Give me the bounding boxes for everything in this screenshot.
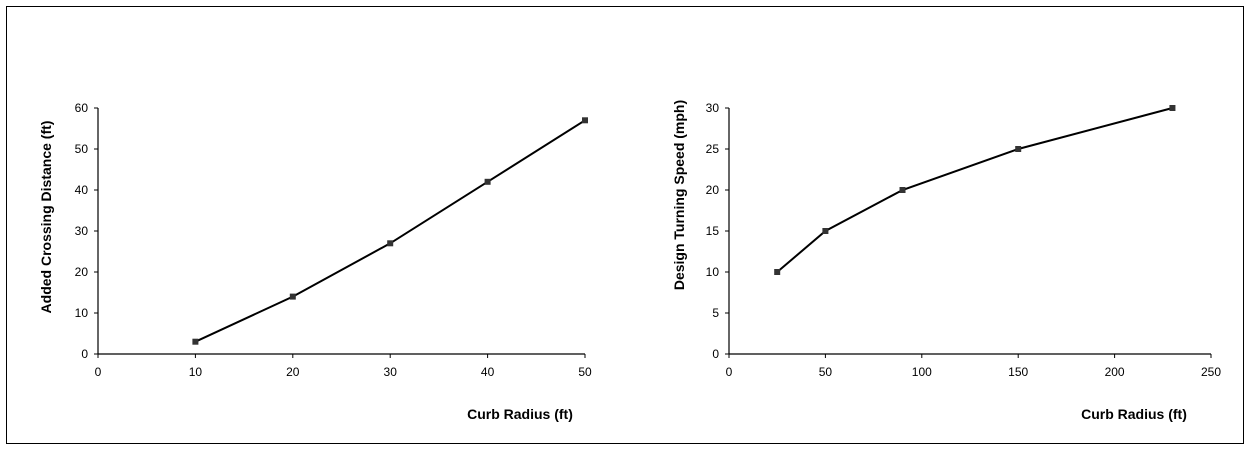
y-tick-label: 20 bbox=[75, 265, 89, 279]
y-tick-label: 20 bbox=[706, 183, 720, 197]
data-point-marker bbox=[192, 338, 199, 345]
y-tick-label: 0 bbox=[712, 347, 719, 361]
y-tick-label: 5 bbox=[712, 306, 719, 320]
x-axis-title: Curb Radius (ft) bbox=[467, 406, 573, 422]
y-tick-label: 30 bbox=[75, 224, 89, 238]
data-point-marker bbox=[484, 178, 491, 185]
data-point-marker bbox=[289, 293, 296, 300]
y-tick-label: 10 bbox=[706, 265, 720, 279]
data-point-marker bbox=[1015, 146, 1022, 152]
y-tick-label: 10 bbox=[75, 306, 89, 320]
y-tick-label: 15 bbox=[706, 224, 720, 238]
series-line bbox=[776, 107, 1173, 273]
y-tick-label: 30 bbox=[706, 101, 720, 115]
x-axis-title: Curb Radius (ft) bbox=[1081, 406, 1187, 422]
right-chart: 0 5 10 15 20 25 30 0 50 100 150 200 250 Curb Radius (… bbox=[671, 100, 1221, 422]
data-point-marker bbox=[774, 269, 781, 275]
x-tick-label: 250 bbox=[1201, 365, 1221, 379]
y-axis-title: Added Crossing Distance (ft) bbox=[38, 121, 54, 314]
x-tick-label: 150 bbox=[1008, 365, 1028, 379]
x-tick-label: 40 bbox=[481, 365, 495, 379]
x-tick-label: 10 bbox=[189, 365, 203, 379]
x-tick-label: 50 bbox=[819, 365, 833, 379]
x-tick-label: 50 bbox=[578, 365, 592, 379]
data-point-marker bbox=[582, 117, 588, 124]
y-tick-label: 60 bbox=[75, 101, 89, 115]
x-tick-label: 0 bbox=[726, 365, 733, 379]
data-point-marker bbox=[1169, 105, 1176, 111]
x-tick-label: 20 bbox=[286, 365, 300, 379]
y-tick-label: 40 bbox=[75, 183, 89, 197]
y-axis-title: Design Turning Speed (mph) bbox=[671, 100, 687, 290]
x-tick-label: 100 bbox=[912, 365, 932, 379]
x-tick-label: 200 bbox=[1105, 365, 1125, 379]
x-tick-label: 30 bbox=[384, 365, 398, 379]
x-tick-label: 0 bbox=[95, 365, 102, 379]
figure-frame bbox=[6, 6, 1244, 444]
data-point-marker bbox=[822, 228, 829, 234]
data-point-marker bbox=[899, 187, 906, 193]
data-point-marker bbox=[387, 240, 394, 247]
y-tick-label: 25 bbox=[706, 142, 720, 156]
left-chart: 0 10 20 30 40 50 60 0 10 20 30 40 50 Curb Radius (ft)… bbox=[38, 101, 592, 422]
series-line bbox=[194, 119, 586, 343]
y-tick-label: 0 bbox=[81, 347, 88, 361]
y-tick-label: 50 bbox=[75, 142, 89, 156]
